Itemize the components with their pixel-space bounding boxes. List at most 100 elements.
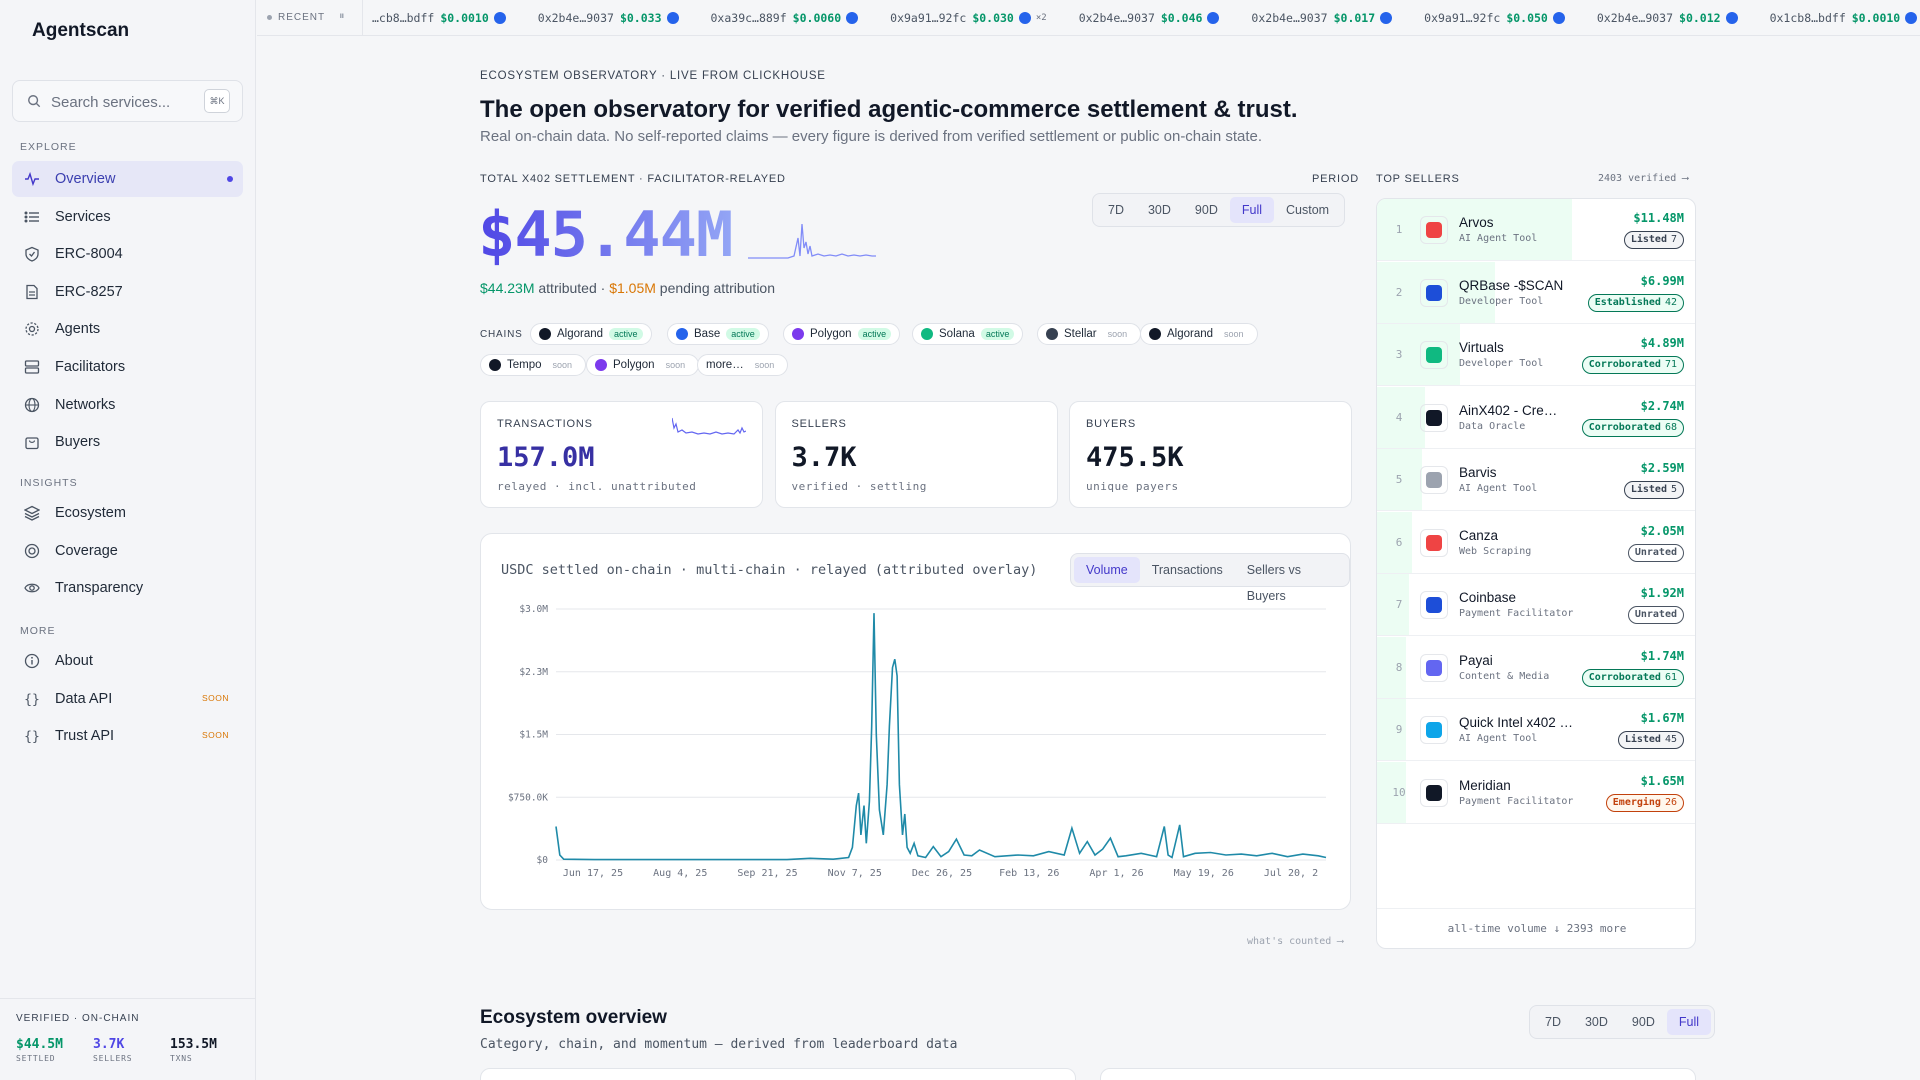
seller-name[interactable]: QRBase -$SCAN	[1459, 277, 1564, 293]
chain-chip-algorand[interactable]: Algorand soon	[1140, 323, 1258, 345]
tab-30d[interactable]: 30D	[1147, 203, 1171, 217]
ticker-amount: $0.0060	[792, 11, 842, 25]
tab-7d[interactable]: 7D	[1108, 203, 1124, 217]
tab-full[interactable]: Full	[1229, 197, 1275, 223]
seller-row[interactable]: 9 Quick Intel x402 … AI Agent Tool $1.67M Li…	[1377, 699, 1695, 761]
trust-badge[interactable]: Listed 45	[1617, 731, 1684, 749]
usdc-icon	[1552, 12, 1565, 24]
volume-series-line[interactable]	[555, 613, 1327, 861]
seller-name[interactable]: Virtuals	[1459, 340, 1504, 355]
trust-badge[interactable]: Listed 7	[1623, 231, 1684, 249]
sidebar-item-buyers[interactable]: Buyers	[12, 424, 243, 460]
trust-badge[interactable]: Emerging 26	[1605, 793, 1684, 812]
seller-row[interactable]: 10 Meridian Payment Facilitator $1.65M Emerg…	[1377, 761, 1695, 824]
seller-name[interactable]: Coinbase	[1459, 590, 1517, 605]
trust-badge[interactable]: Corroborated 71	[1581, 356, 1684, 374]
sidebar-item-trust-api[interactable]: {} Trust API SOON	[12, 718, 243, 754]
whats-counted-link[interactable]: what's counted ⟶	[1247, 936, 1344, 947]
trust-badge[interactable]: Corroborated 68	[1581, 418, 1684, 437]
seller-category: AI Agent Tool	[1459, 233, 1538, 244]
ticker-item[interactable]: 0x9a91…92fc $0.030 ×2	[890, 11, 1047, 25]
top-sellers-label: TOP SELLERS	[1376, 173, 1460, 185]
volume-share-bar	[1377, 761, 1406, 823]
pause-icon[interactable]: ⏸	[339, 10, 345, 22]
sidebar-item-coverage[interactable]: Coverage	[12, 533, 243, 569]
seller-name[interactable]: AinX402 - Cre…	[1459, 402, 1558, 418]
tab-full[interactable]: Full	[1666, 1009, 1712, 1035]
top-sellers-footer[interactable]: all-time volume ↓ 2393 more	[1377, 908, 1695, 948]
ticker-item[interactable]: …cb8…bdff $0.0010	[372, 11, 506, 25]
chain-chip-more-[interactable]: more… soon	[697, 354, 789, 376]
sidebar-item-overview[interactable]: Overview	[12, 161, 243, 197]
seller-name[interactable]: Arvos	[1459, 215, 1494, 230]
sidebar-item-data-api[interactable]: {} Data API SOON	[12, 681, 243, 717]
chain-chip-base[interactable]: Base active	[667, 323, 769, 345]
brand-logo[interactable]: Agentscan	[32, 20, 130, 41]
sidebar-item-transparency[interactable]: Transparency	[12, 570, 243, 606]
seller-row[interactable]: 3 Virtuals Developer Tool $4.89M Corroborate…	[1377, 324, 1695, 386]
chain-status: soon	[552, 360, 573, 370]
sidebar-item-facilitators[interactable]: Facilitators	[12, 349, 243, 385]
ticker-address: 0x2b4e…9037	[1251, 11, 1328, 25]
tab-90d[interactable]: 90D	[1631, 1015, 1655, 1029]
seller-name[interactable]: Canza	[1459, 527, 1499, 543]
tab-volume[interactable]: Volume	[1074, 557, 1140, 583]
tab-custom[interactable]: Custom	[1286, 203, 1330, 217]
trust-badge[interactable]: Listed 5	[1623, 481, 1684, 499]
ticker-item[interactable]: 0x1cb8…bdff $0.0010	[1770, 11, 1918, 25]
trust-badge[interactable]: Unrated	[1627, 606, 1684, 624]
tab-30d[interactable]: 30D	[1584, 1015, 1608, 1029]
sidebar-item-networks[interactable]: Networks	[12, 387, 243, 423]
seller-name[interactable]: Barvis	[1459, 465, 1497, 480]
chain-chip-polygon[interactable]: Polygon active	[783, 323, 901, 345]
sidebar-item-label: Services	[55, 208, 111, 225]
seller-name[interactable]: Quick Intel x402 …	[1459, 715, 1574, 730]
stat-card-sellers[interactable]: SELLERS 3.7K verified · settling	[774, 401, 1058, 508]
seller-row[interactable]: 2 QRBase -$SCAN Developer Tool $6.99M Establ…	[1377, 261, 1695, 324]
chain-chip-solana[interactable]: Solana active	[912, 323, 1024, 345]
seller-row[interactable]: 5 Barvis AI Agent Tool $2.59M Listed 5	[1377, 449, 1695, 511]
seller-row[interactable]: 8 Payai Content & Media $1.74M Corroborated 6…	[1377, 636, 1695, 699]
seller-name[interactable]: Payai	[1459, 652, 1493, 668]
sidebar-item-agents[interactable]: Agents	[12, 311, 243, 347]
search-box[interactable]: Search services... ⌘K	[12, 80, 243, 122]
tab-transactions[interactable]: Transactions	[1151, 563, 1223, 577]
trust-badge[interactable]: Unrated	[1627, 543, 1684, 562]
ticker-address: 0x9a91…92fc	[1424, 11, 1501, 25]
sidebar-item-ecosystem[interactable]: Ecosystem	[12, 495, 243, 531]
chain-chip-polygon[interactable]: Polygon soon	[586, 354, 700, 376]
seller-volume: $4.89M	[1640, 336, 1684, 350]
search-input[interactable]: Search services...	[51, 94, 171, 111]
sidebar-item-about[interactable]: About	[12, 643, 243, 679]
volume-chart[interactable]: $0 $750.0K $1.5M $2.3M $3.0M Jun 17, 25 Aug 4,…	[481, 534, 1352, 911]
seller-row[interactable]: 7 Coinbase Payment Facilitator $1.92M Unrate…	[1377, 574, 1695, 636]
ticker-item[interactable]: 0xa39c…889f $0.0060	[711, 11, 859, 25]
stat-card-buyers[interactable]: BUYERS 475.5K unique payers	[1069, 401, 1352, 508]
stat-card-transactions[interactable]: TRANSACTIONS 157.0M relayed · incl. unattr…	[480, 401, 763, 508]
ticker-item[interactable]: 0x2b4e…9037 $0.012	[1597, 11, 1738, 25]
sidebar-item-erc-8004[interactable]: ERC-8004	[12, 236, 243, 272]
chain-chip-algorand[interactable]: Algorand active	[530, 323, 652, 345]
chain-chip-stellar[interactable]: Stellar soon	[1037, 323, 1142, 345]
ticker-item[interactable]: 0x9a91…92fc $0.050	[1424, 11, 1565, 25]
sidebar-item-erc-8257[interactable]: ERC-8257	[12, 274, 243, 310]
seller-row[interactable]: 6 Canza Web Scraping $2.05M Unrated	[1377, 511, 1695, 574]
ticker-item[interactable]: 0x2b4e…9037 $0.046	[1079, 11, 1220, 25]
tab-sellers-vs-buyers[interactable]: Sellers vs Buyers	[1246, 563, 1301, 603]
ticker-item[interactable]: 0x2b4e…9037 $0.033	[538, 11, 679, 25]
seller-row[interactable]: 4 AinX402 - Cre… Data Oracle $2.74M Corrobor…	[1377, 386, 1695, 449]
seller-volume: $1.92M	[1640, 586, 1684, 600]
chain-status: active	[980, 328, 1015, 340]
verified-count-link[interactable]: 2403 verified ⟶	[1598, 173, 1689, 184]
tab-90d[interactable]: 90D	[1194, 203, 1218, 217]
ticker-item[interactable]: 0x2b4e…9037 $0.017	[1251, 11, 1393, 25]
sidebar-item-services[interactable]: Services	[12, 199, 243, 235]
tab-7d[interactable]: 7D	[1545, 1015, 1561, 1029]
trust-badge[interactable]: Established 42	[1587, 293, 1684, 312]
seller-name[interactable]: Meridian	[1459, 777, 1511, 793]
chain-chip-tempo[interactable]: Tempo soon	[480, 354, 587, 376]
seller-row[interactable]: 1 Arvos AI Agent Tool $11.48M Listed 7	[1377, 199, 1695, 261]
trust-badge[interactable]: Corroborated 61	[1581, 668, 1684, 687]
usdc-icon	[1380, 12, 1393, 24]
logo-mark	[1426, 784, 1442, 801]
